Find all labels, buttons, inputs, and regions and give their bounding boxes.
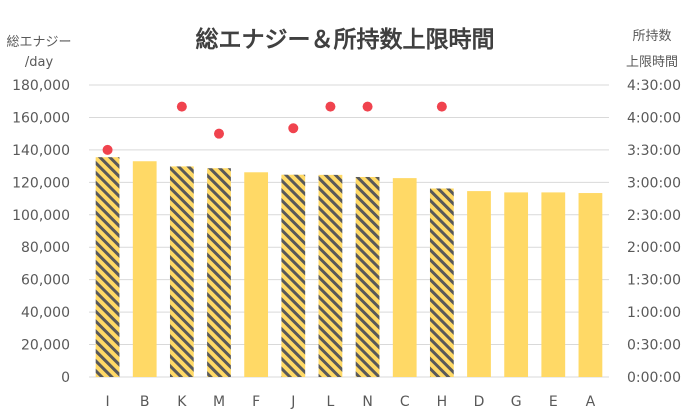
left-axis-tick-label: 40,000 [21,305,70,321]
x-axis-tick-label: B [140,394,150,410]
x-axis-tick-label: G [511,394,522,410]
x-axis-tick-label: N [362,394,372,410]
left-axis-tick-label: 0 [61,370,70,386]
marker-H [436,101,447,112]
right-axis-tick-label: 4:30:00 [627,78,681,94]
x-axis-tick-label: L [327,394,335,410]
bar-J [281,174,306,377]
right-axis-tick-label: 3:30:00 [627,143,681,159]
marker-I [102,144,113,155]
x-axis-tick-label: C [400,394,410,410]
bar-B [132,161,157,377]
x-axis-tick-label: A [586,394,596,410]
left-axis-tick-label: 180,000 [12,78,70,94]
left-axis-tick-label: 140,000 [12,143,70,159]
bar-G [504,192,529,377]
x-axis-tick-label: E [549,394,558,410]
x-axis-tick-label: K [177,394,187,410]
x-axis-tick-label: I [106,394,110,410]
marker-series [102,101,447,155]
x-axis-tick-label: H [437,394,448,410]
bar-E [541,192,566,377]
bar-N [355,176,380,377]
right-axis-tick-label: 0:30:00 [627,338,681,354]
left-axis-tick-label: 80,000 [21,240,70,256]
left-axis-tick-label: 160,000 [12,110,70,126]
marker-M [214,128,224,139]
right-axis-tick-label: 3:00:00 [627,175,681,191]
right-axis-label-line-2: 上限時間 [626,55,678,70]
right-axis-tick-label: 2:00:00 [627,240,681,256]
right-axis-label-line-1: 所持数 [632,29,671,44]
right-axis-tick-label: 0:00:00 [627,370,681,386]
left-axis-tick-label: 60,000 [21,273,70,289]
x-axis-tick-label: F [252,394,260,410]
bar-C [392,178,417,377]
bar-I [95,157,120,377]
right-axis-tick-label: 1:00:00 [627,305,681,321]
marker-L [325,101,336,112]
right-axis-tick-label: 4:00:00 [627,110,681,126]
bar-D [467,191,491,377]
x-axis-tick-label: J [290,394,295,410]
marker-N [362,101,373,112]
right-axis-tick-label: 2:30:00 [627,208,681,224]
bar-A [578,193,603,377]
left-axis-tick-label: 120,000 [12,175,70,191]
left-axis-tick-label: 100,000 [12,208,70,224]
bar-K [169,166,194,377]
x-axis-tick-label: D [474,394,485,410]
left-axis-ticks: 0 20,000 40,000 60,000 80,000 100,000 120,000 1… [12,78,70,386]
bar-series [95,157,603,377]
right-axis-tick-label: 1:30:00 [627,273,681,289]
bar-F [244,172,269,377]
bar-M [207,168,231,377]
chart-title: 総エナジー＆所持数上限時間 [196,26,495,53]
x-axis-tick-label: M [213,394,225,410]
marker-K [176,101,187,112]
gridlines [89,84,609,378]
bar-H [429,188,454,377]
bar-L [318,174,343,377]
left-axis-label-line-2: /day [25,55,54,70]
marker-J [288,123,299,134]
left-axis-tick-label: 20,000 [21,338,70,354]
right-axis-ticks: 0:00:00 0:30:00 1:00:00 1:30:00 2:00:00 2:30:… [627,78,681,386]
left-axis-label-line-1: 総エナジー [6,35,71,50]
